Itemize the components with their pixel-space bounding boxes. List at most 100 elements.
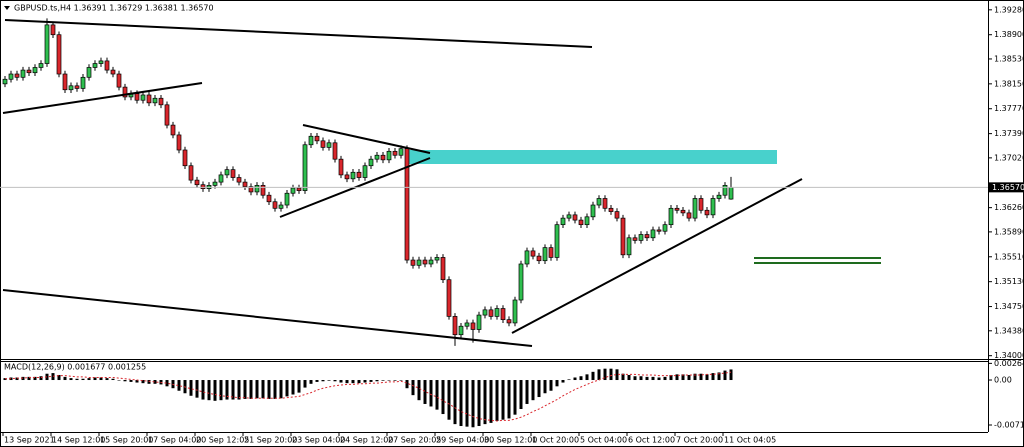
macd-bar: [555, 380, 559, 387]
macd-bar: [513, 380, 517, 415]
macd-bar: [255, 380, 259, 399]
x-tick-label: 24 Sep 12:00: [340, 436, 393, 445]
candle-body: [608, 207, 614, 212]
macd-bar: [261, 380, 265, 399]
candle-body: [200, 184, 206, 190]
macd-bar: [669, 374, 673, 381]
candle-body: [674, 207, 680, 211]
candle-body: [530, 250, 536, 257]
macd-bar: [129, 380, 133, 382]
candle-body: [146, 94, 152, 104]
candle-body: [698, 198, 704, 211]
y-tick-label: 1.37390: [994, 129, 1024, 138]
macd-bar: [99, 377, 103, 381]
candle-body: [452, 316, 458, 336]
macd-bar: [303, 380, 307, 388]
candle-body: [464, 322, 470, 327]
x-tick-label: 11 Oct 04:05: [724, 436, 776, 445]
candle-body: [272, 201, 278, 209]
candle-body: [266, 194, 272, 203]
macd-bar: [285, 380, 289, 397]
candle-body: [650, 229, 656, 239]
candle-body: [230, 169, 236, 178]
macd-bar: [561, 380, 565, 383]
macd-bar: [477, 380, 481, 427]
macd-bar: [615, 369, 619, 381]
x-tick-label: 29 Sep 04:00: [436, 436, 489, 445]
candle-body: [158, 97, 164, 106]
candle-body: [74, 85, 80, 89]
candle-body: [446, 279, 452, 317]
x-tick-label: 1 Oct 20:00: [532, 436, 579, 445]
candle-body: [212, 181, 218, 186]
candle-body: [152, 97, 158, 104]
candle-body: [188, 165, 194, 181]
macd-bar: [429, 380, 433, 407]
candle-body: [596, 198, 602, 206]
candle-body: [164, 104, 170, 126]
macd-bar: [117, 380, 121, 381]
macd-bar: [231, 380, 235, 400]
candle-body: [284, 192, 290, 206]
last-price-box: [989, 182, 1023, 193]
candle-body: [326, 142, 332, 148]
macd-bar: [177, 380, 181, 391]
macd-bar: [243, 380, 247, 399]
x-tick-label: 20 Sep 12:05: [196, 436, 249, 445]
candle-body: [572, 214, 578, 221]
y-tick-label: 1.35890: [994, 227, 1024, 236]
candle-body: [476, 314, 482, 330]
candle-body: [92, 63, 98, 68]
menu-arrow[interactable]: [4, 6, 10, 10]
macd-bar: [123, 380, 127, 382]
macd-bar: [603, 368, 607, 381]
candle-body: [638, 234, 644, 241]
candle-body: [512, 299, 518, 324]
candle-body: [20, 69, 26, 78]
macd-bar: [39, 376, 43, 381]
x-tick-label: 30 Sep 12:00: [484, 436, 537, 445]
candle-body: [566, 214, 572, 219]
candle-body: [584, 216, 590, 226]
candle-body: [722, 185, 728, 196]
macd-bar: [645, 376, 649, 381]
macd-bar: [423, 380, 427, 404]
candle-body: [368, 158, 374, 167]
macd-bar: [75, 378, 79, 381]
macd-bar: [633, 376, 637, 381]
candle-body: [410, 259, 416, 266]
macd-bar: [567, 379, 571, 381]
macd-bar: [333, 380, 337, 382]
chart-title: GBPUSD.ts,H4 1.36391 1.36729 1.36381 1.3…: [14, 4, 214, 13]
y2-tick-label: 0.00: [994, 376, 1012, 385]
macd-bar: [345, 380, 349, 384]
candle-body: [386, 150, 392, 161]
macd-bar: [417, 380, 421, 401]
candle-body: [236, 177, 242, 183]
candle-body: [38, 63, 44, 68]
trendline: [2, 289, 533, 347]
candle-body: [122, 86, 128, 98]
macd-bar: [147, 380, 151, 384]
macd-bar: [663, 376, 667, 381]
macd-bar: [723, 370, 727, 381]
candle-body: [500, 308, 506, 321]
candle-body: [716, 194, 722, 199]
macd-bar: [225, 380, 229, 400]
candle-body: [170, 124, 176, 136]
macd-bar: [321, 380, 325, 382]
candle-body: [242, 181, 248, 188]
macd-bar: [489, 380, 493, 423]
macd-bar: [237, 380, 241, 400]
macd-bar: [705, 374, 709, 381]
candle-body: [182, 149, 188, 167]
candle-body: [362, 165, 368, 178]
macd-bar: [657, 377, 661, 381]
candle-body: [116, 73, 122, 88]
macd-bar: [291, 380, 295, 395]
macd-bar: [351, 380, 355, 384]
macd-bar: [609, 368, 613, 381]
candle-body: [278, 204, 284, 209]
candle-body: [110, 69, 116, 75]
